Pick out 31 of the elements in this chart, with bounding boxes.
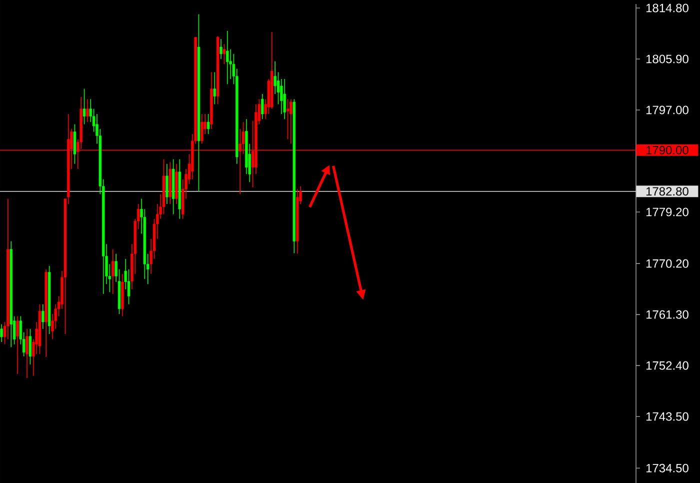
candlestick [28,328,32,365]
candlestick [226,30,229,85]
y-tick-label: 1770.20 [646,259,688,268]
candlestick [0,324,3,342]
y-tick-label: 1797.00 [646,106,688,114]
candlestick [222,44,226,65]
candlestick [286,98,290,140]
candlestick [16,316,19,375]
ref-line-label: 1790.00 [646,146,688,154]
candlestick [86,98,89,122]
candlestick [283,78,286,120]
ref-line-label: 1782.80 [646,187,688,196]
candlestick [200,114,204,144]
y-tick-label: 1761.30 [646,310,688,319]
candlestick [213,72,216,105]
candlestick [260,94,264,120]
candlestick [166,163,168,204]
y-tick-label: 1743.50 [646,412,688,421]
candlestick [206,114,210,134]
y-tick-label: 1814.80 [646,4,688,12]
candlestick [290,98,292,144]
candlestick [42,304,44,330]
candlestick [220,38,222,60]
y-tick-label: 1779.20 [646,208,688,216]
candlestick [112,248,114,294]
y-tick-label: 1752.40 [646,361,688,370]
candlestick [82,88,86,125]
y-tick-label: 1805.90 [646,54,688,64]
y-tick-label: 1734.50 [646,464,688,472]
candlestick [26,328,28,379]
candlestick [73,124,76,164]
